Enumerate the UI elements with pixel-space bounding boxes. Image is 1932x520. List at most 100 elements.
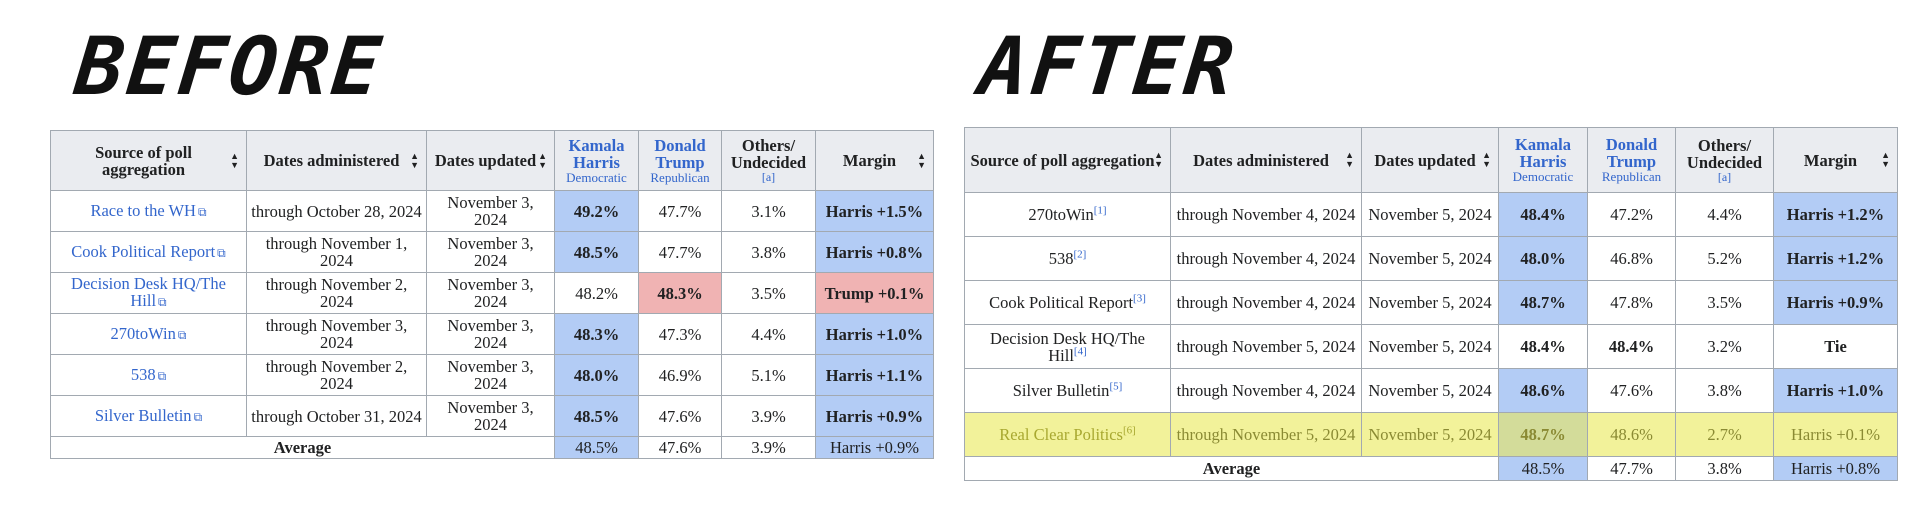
margin-cell: Harris +0.1% bbox=[1773, 412, 1898, 457]
party-label-republican[interactable]: Republican bbox=[650, 169, 710, 185]
party-label-democratic[interactable]: Democratic bbox=[566, 169, 627, 185]
margin-cell: Harris +1.0% bbox=[815, 313, 934, 355]
dates-updated-cell: November 5, 2024 bbox=[1361, 412, 1499, 457]
source-link[interactable]: Decision Desk HQ/The Hill bbox=[71, 274, 226, 310]
sort-icon[interactable]: ▲ ▼ bbox=[1345, 150, 1354, 169]
margin-cell: Harris +1.0% bbox=[1773, 368, 1898, 413]
harris-cell: 48.0% bbox=[1498, 236, 1588, 281]
candidate-link-harris[interactable]: Kamala Harris bbox=[1515, 135, 1571, 171]
col-header-others: Others/ Undecided [a] bbox=[1675, 127, 1774, 193]
col-header-dates-updated[interactable]: Dates updated ▲ ▼ bbox=[426, 130, 555, 191]
col-header-margin[interactable]: Margin ▲ ▼ bbox=[815, 130, 934, 191]
trump-cell: 47.8% bbox=[1587, 280, 1676, 325]
col-header-label: Margin bbox=[842, 151, 897, 170]
external-link-icon: ⧉ bbox=[217, 245, 226, 260]
col-header-harris[interactable]: Kamala Harris Democratic bbox=[554, 130, 639, 191]
col-header-label: Dates updated bbox=[434, 151, 537, 170]
sort-icon[interactable]: ▲ ▼ bbox=[538, 150, 547, 170]
trump-cell: 47.7% bbox=[638, 231, 722, 273]
source-cell[interactable]: Silver Bulletin ⧉ bbox=[50, 395, 247, 437]
sort-icon[interactable]: ▲ ▼ bbox=[1881, 150, 1890, 169]
col-header-trump[interactable]: Donald Trump Republican bbox=[638, 130, 722, 191]
average-harris-cell: 48.5% bbox=[554, 436, 639, 459]
dates-administered-cell: through November 4, 2024 bbox=[1170, 368, 1362, 413]
source-link[interactable]: Silver Bulletin bbox=[1012, 381, 1110, 400]
source-link[interactable]: Silver Bulletin bbox=[94, 405, 192, 425]
col-header-source[interactable]: Source of poll aggregation ▲ ▼ bbox=[964, 127, 1171, 193]
table-row: Race to the WH ⧉ through October 28, 2024… bbox=[50, 190, 934, 232]
source-link[interactable]: Cook Political Report bbox=[989, 293, 1134, 312]
col-header-trump[interactable]: Donald Trump Republican bbox=[1587, 127, 1676, 193]
table-row: Decision Desk HQ/The Hill[4] through Nov… bbox=[964, 324, 1898, 369]
after-title: AFTER bbox=[975, 20, 1241, 113]
margin-cell: Trump +0.1% bbox=[815, 272, 934, 314]
harris-cell: 48.3% bbox=[554, 313, 639, 355]
harris-cell: 48.0% bbox=[554, 354, 639, 396]
table-row: Cook Political Report ⧉ through November … bbox=[50, 231, 934, 273]
source-cell[interactable]: 538[2] bbox=[964, 236, 1171, 281]
others-cell: 5.1% bbox=[721, 354, 816, 396]
sort-icon[interactable]: ▲ ▼ bbox=[230, 150, 239, 170]
trump-cell: 48.6% bbox=[1587, 412, 1676, 457]
source-cell[interactable]: Decision Desk HQ/The Hill ⧉ bbox=[50, 272, 247, 314]
harris-cell: 48.7% bbox=[1498, 412, 1588, 457]
sort-icon[interactable]: ▲ ▼ bbox=[1154, 150, 1163, 169]
footnote-link[interactable]: [a] bbox=[1717, 169, 1732, 184]
dates-administered-cell: through November 4, 2024 bbox=[1170, 280, 1362, 325]
trump-cell: 48.4% bbox=[1587, 324, 1676, 369]
footnote-link[interactable]: [a] bbox=[761, 170, 776, 184]
table-row: Decision Desk HQ/The Hill ⧉ through Novem… bbox=[50, 272, 934, 314]
dates-updated-cell: November 3, 2024 bbox=[426, 354, 555, 396]
margin-cell: Harris +1.1% bbox=[815, 354, 934, 396]
col-header-dates-administered[interactable]: Dates administered ▲ ▼ bbox=[1170, 127, 1362, 193]
source-cell[interactable]: Real Clear Politics[6] bbox=[964, 412, 1171, 457]
reference-link[interactable]: [1] bbox=[1093, 204, 1107, 217]
source-link[interactable]: Cook Political Report bbox=[71, 241, 216, 261]
reference-link[interactable]: [2] bbox=[1073, 248, 1087, 261]
others-cell: 3.8% bbox=[721, 231, 816, 273]
source-cell[interactable]: 270toWin[1] bbox=[964, 192, 1171, 237]
dates-administered-cell: through November 2, 2024 bbox=[246, 272, 427, 314]
source-link[interactable]: Decision Desk HQ/The Hill bbox=[990, 328, 1145, 365]
col-header-dates-updated[interactable]: Dates updated ▲ ▼ bbox=[1361, 127, 1499, 193]
source-cell[interactable]: 538 ⧉ bbox=[50, 354, 247, 396]
source-link[interactable]: 270toWin bbox=[1028, 205, 1094, 224]
source-link[interactable]: Real Clear Politics bbox=[999, 425, 1123, 444]
candidate-link-trump[interactable]: Donald Trump bbox=[654, 135, 706, 172]
source-link[interactable]: 270toWin bbox=[110, 323, 176, 343]
source-cell[interactable]: Decision Desk HQ/The Hill[4] bbox=[964, 324, 1171, 369]
dates-administered-cell: through November 3, 2024 bbox=[246, 313, 427, 355]
source-cell[interactable]: Cook Political Report ⧉ bbox=[50, 231, 247, 273]
col-header-source[interactable]: Source of poll aggregation ▲ ▼ bbox=[50, 130, 247, 191]
trump-cell: 48.3% bbox=[638, 272, 722, 314]
source-link[interactable]: Race to the WH bbox=[90, 200, 196, 220]
source-link[interactable]: 538 bbox=[1048, 249, 1074, 268]
dates-administered-cell: through November 5, 2024 bbox=[1170, 412, 1362, 457]
party-label-democratic[interactable]: Democratic bbox=[1512, 169, 1574, 184]
source-link[interactable]: 538 bbox=[130, 364, 156, 384]
table-row: 270toWin[1] through November 4, 2024 Nov… bbox=[964, 192, 1898, 237]
reference-link[interactable]: [6] bbox=[1122, 424, 1136, 437]
col-header-dates-administered[interactable]: Dates administered ▲ ▼ bbox=[246, 130, 427, 191]
dates-updated-cell: November 3, 2024 bbox=[426, 272, 555, 314]
party-label-republican[interactable]: Republican bbox=[1601, 169, 1662, 184]
sort-icon[interactable]: ▲ ▼ bbox=[410, 150, 419, 170]
candidate-link-trump[interactable]: Donald Trump bbox=[1605, 135, 1658, 171]
others-cell: 3.5% bbox=[1675, 280, 1774, 325]
sort-icon[interactable]: ▲ ▼ bbox=[917, 150, 926, 170]
source-cell[interactable]: Silver Bulletin[5] bbox=[964, 368, 1171, 413]
reference-link[interactable]: [4] bbox=[1073, 345, 1087, 357]
reference-link[interactable]: [5] bbox=[1109, 380, 1123, 393]
harris-cell: 48.4% bbox=[1498, 192, 1588, 237]
source-cell[interactable]: 270toWin ⧉ bbox=[50, 313, 247, 355]
others-cell: 5.2% bbox=[1675, 236, 1774, 281]
candidate-link-harris[interactable]: Kamala Harris bbox=[568, 135, 625, 172]
source-cell[interactable]: Race to the WH ⧉ bbox=[50, 190, 247, 232]
col-header-margin[interactable]: Margin ▲ ▼ bbox=[1773, 127, 1898, 193]
table-row: 538 ⧉ through November 2, 2024 November 3… bbox=[50, 354, 934, 396]
col-header-harris[interactable]: Kamala Harris Democratic bbox=[1498, 127, 1588, 193]
sort-icon[interactable]: ▲ ▼ bbox=[1482, 150, 1491, 169]
source-cell[interactable]: Cook Political Report[3] bbox=[964, 280, 1171, 325]
harris-cell: 48.7% bbox=[1498, 280, 1588, 325]
reference-link[interactable]: [3] bbox=[1133, 292, 1146, 305]
